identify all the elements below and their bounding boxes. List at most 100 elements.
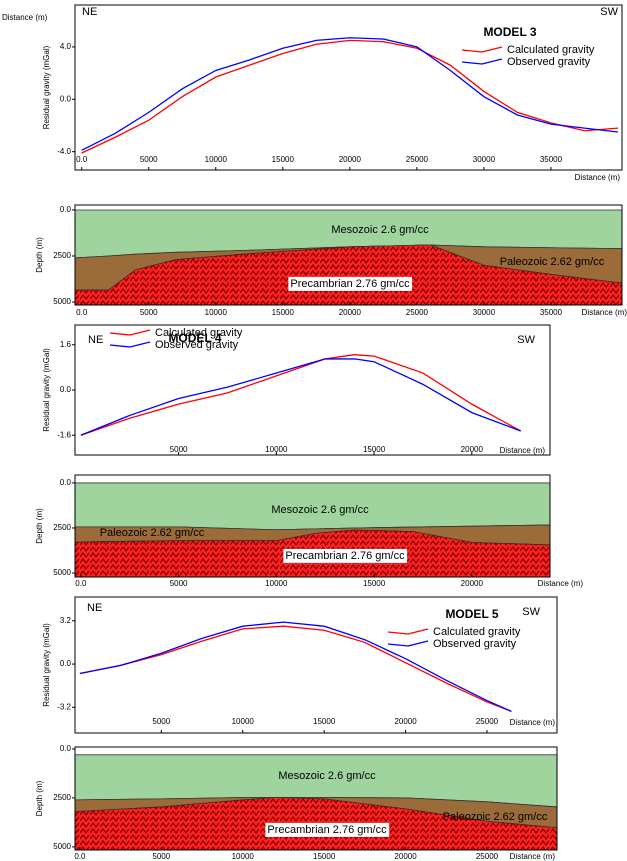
x-tick-label: 20000 bbox=[461, 579, 484, 588]
legend-label: Calculated gravity bbox=[433, 626, 521, 638]
label-background bbox=[265, 822, 390, 837]
x-tick-label: 15000 bbox=[313, 852, 336, 861]
y-axis-title: Depth (m) bbox=[35, 237, 44, 273]
x-axis-title: Distance (m) bbox=[510, 852, 556, 861]
layer-label: Paleozoic 2.62 gm/cc bbox=[500, 256, 605, 268]
x-tick-label: 10000 bbox=[265, 579, 288, 588]
x-tick-label: 15000 bbox=[363, 445, 386, 454]
x-tick-label: 25000 bbox=[476, 852, 499, 861]
x-tick-label: 0.0 bbox=[76, 155, 88, 164]
legend-swatch bbox=[109, 329, 151, 336]
x-tick-label: 20000 bbox=[394, 852, 417, 861]
y-axis-title: Residual gravity (mGal) bbox=[42, 45, 51, 129]
x-tick-label: 25000 bbox=[476, 717, 499, 726]
model-title: MODEL 3 bbox=[483, 25, 536, 39]
x-tick-label: 10000 bbox=[205, 155, 228, 164]
model-title: MODEL 4 bbox=[168, 331, 221, 345]
x-tick-label: 5000 bbox=[140, 308, 158, 317]
layer-hatch bbox=[75, 244, 622, 305]
y-tick-label: -1.6 bbox=[57, 430, 71, 439]
y-tick-label: 5000 bbox=[53, 297, 71, 306]
x-axis-title: Distance (m) bbox=[575, 173, 621, 182]
x-tick-label: 10000 bbox=[205, 308, 228, 317]
x-tick-label: 25000 bbox=[406, 308, 429, 317]
gravity-line bbox=[80, 354, 521, 436]
legend-label: Observed gravity bbox=[155, 339, 239, 351]
x-tick-label: 5000 bbox=[170, 579, 188, 588]
label-background bbox=[288, 276, 413, 291]
layer-label: Paleozoic 2.62 gm/cc bbox=[443, 811, 548, 823]
x-axis-title: Distance (m) bbox=[538, 579, 584, 588]
layer-label: Mesozoic 2.6 gm/cc bbox=[271, 504, 369, 516]
x-tick-label: 0.0 bbox=[75, 579, 87, 588]
x-tick-label: 25000 bbox=[406, 155, 429, 164]
y-tick-label: 5000 bbox=[53, 842, 71, 851]
x-tick-label: 0.0 bbox=[76, 308, 88, 317]
gravity-line bbox=[79, 625, 512, 712]
legend-swatch bbox=[387, 628, 429, 635]
plot-frame bbox=[74, 474, 551, 578]
direction-label: NE bbox=[82, 6, 97, 18]
legend-swatch bbox=[461, 46, 503, 53]
y-tick-label: 0.0 bbox=[60, 744, 72, 753]
legend-swatch bbox=[109, 341, 151, 348]
plot-frame bbox=[74, 746, 558, 851]
x-tick-label: 5000 bbox=[152, 717, 170, 726]
y-tick-label: 0.0 bbox=[60, 94, 72, 103]
x-tick-label: 20000 bbox=[339, 308, 362, 317]
x-tick-label: 20000 bbox=[339, 155, 362, 164]
layer-label: Mesozoic 2.6 gm/cc bbox=[331, 224, 429, 236]
y-tick-label: 2500 bbox=[53, 251, 71, 260]
y-tick-label: 2500 bbox=[53, 523, 71, 532]
y-tick-label: -4.0 bbox=[57, 147, 71, 156]
direction-label: SW bbox=[517, 334, 535, 346]
y-tick-label: 2500 bbox=[53, 793, 71, 802]
x-tick-label: 5000 bbox=[152, 852, 170, 861]
x-tick-label: 5000 bbox=[170, 445, 188, 454]
label-background bbox=[283, 548, 408, 563]
y-tick-label: 0.0 bbox=[60, 478, 72, 487]
x-tick-label: 0.0 bbox=[74, 852, 86, 861]
x-tick-label: 10000 bbox=[265, 445, 288, 454]
legend-label: Calculated gravity bbox=[155, 327, 243, 339]
y-axis-title: Depth (m) bbox=[35, 508, 44, 544]
layer-label: Paleozoic 2.62 gm/cc bbox=[100, 527, 205, 539]
x-tick-label: 20000 bbox=[394, 717, 417, 726]
x-tick-label: 15000 bbox=[272, 308, 295, 317]
y-axis-title: Residual gravity (mGal) bbox=[42, 348, 51, 432]
x-tick-label: 30000 bbox=[473, 308, 496, 317]
y-tick-label: 0.0 bbox=[60, 659, 72, 668]
legend-swatch bbox=[387, 640, 429, 647]
gravity-line bbox=[81, 37, 619, 151]
gravity-line bbox=[80, 358, 521, 436]
y-tick-label: 1.6 bbox=[60, 340, 72, 349]
layer-label: Precambrian 2.76 gm/cc bbox=[290, 278, 410, 290]
model-title: MODEL 5 bbox=[445, 607, 498, 621]
direction-label: SW bbox=[600, 6, 618, 18]
direction-label: NE bbox=[88, 334, 103, 346]
direction-label: SW bbox=[522, 606, 540, 618]
y-tick-label: 0.0 bbox=[60, 205, 72, 214]
x-tick-label: 35000 bbox=[540, 155, 563, 164]
layer-label: Mesozoic 2.6 gm/cc bbox=[278, 770, 376, 782]
y-tick-label: 4.0 bbox=[60, 42, 72, 51]
plot-frame bbox=[74, 204, 623, 306]
x-axis-title: Distance (m) bbox=[582, 308, 627, 317]
x-tick-label: 10000 bbox=[232, 717, 255, 726]
x-tick-label: 5000 bbox=[140, 155, 158, 164]
direction-label: NE bbox=[87, 602, 102, 614]
x-tick-label: 15000 bbox=[272, 155, 295, 164]
x-tick-label: 15000 bbox=[313, 717, 336, 726]
y-axis-title: Depth (m) bbox=[35, 780, 44, 816]
layer-label: Precambrian 2.76 gm/cc bbox=[285, 550, 405, 562]
y-tick-label: 0.0 bbox=[60, 385, 72, 394]
x-tick-label: 20000 bbox=[461, 445, 484, 454]
x-axis-title: Distance (m) bbox=[510, 718, 556, 727]
plot-frame bbox=[74, 324, 551, 456]
layer-label: Precambrian 2.76 gm/cc bbox=[267, 824, 387, 836]
plot-frame bbox=[74, 596, 558, 734]
x-tick-label: 10000 bbox=[232, 852, 255, 861]
x-axis-title: Distance (m) bbox=[500, 446, 546, 455]
legend-label: Observed gravity bbox=[507, 56, 591, 68]
